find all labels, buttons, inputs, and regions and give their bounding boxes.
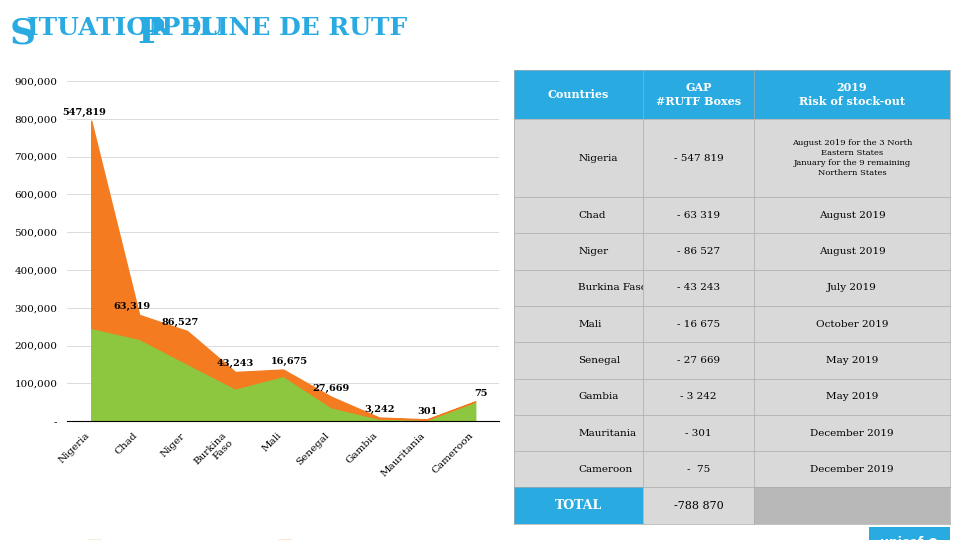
Text: S: S xyxy=(10,16,36,50)
Text: - 43 243: - 43 243 xyxy=(677,284,720,292)
Text: August 2019: August 2019 xyxy=(819,247,885,256)
Text: Burkina Faso: Burkina Faso xyxy=(578,284,647,292)
Text: 2019
Risk of stock-out: 2019 Risk of stock-out xyxy=(799,82,905,107)
Text: December 2019: December 2019 xyxy=(810,429,894,437)
Text: Mali: Mali xyxy=(578,320,602,328)
Text: unicef ●: unicef ● xyxy=(880,535,939,540)
Text: Mauritania: Mauritania xyxy=(578,429,636,437)
Text: - 3 242: - 3 242 xyxy=(680,392,717,401)
Text: - 86 527: - 86 527 xyxy=(677,247,720,256)
Text: August 2019: August 2019 xyxy=(819,211,885,220)
Text: 301: 301 xyxy=(417,407,438,416)
Text: TOTAL: TOTAL xyxy=(555,499,602,512)
Text: 547,819: 547,819 xyxy=(62,108,106,117)
Text: December 2019: December 2019 xyxy=(810,465,894,474)
Text: Nigeria: Nigeria xyxy=(578,153,618,163)
Text: 86,527: 86,527 xyxy=(161,318,199,327)
Text: GAP
#RUTF Boxes: GAP #RUTF Boxes xyxy=(656,82,741,107)
Text: Chad: Chad xyxy=(578,211,606,220)
Text: -  75: - 75 xyxy=(686,465,710,474)
Text: July 2019: July 2019 xyxy=(828,284,876,292)
Text: -788 870: -788 870 xyxy=(674,501,723,511)
Text: ITUATION DU: ITUATION DU xyxy=(27,16,231,40)
Text: - 63 319: - 63 319 xyxy=(677,211,720,220)
Text: Countries: Countries xyxy=(548,89,609,100)
Text: Niger: Niger xyxy=(578,247,609,256)
Text: 16,675: 16,675 xyxy=(271,357,307,366)
Text: 27,669: 27,669 xyxy=(313,384,349,393)
Text: May 2019: May 2019 xyxy=(826,392,878,401)
Text: - 301: - 301 xyxy=(685,429,711,437)
Text: 63,319: 63,319 xyxy=(113,302,151,311)
Text: Gambia: Gambia xyxy=(578,392,619,401)
Text: May 2019: May 2019 xyxy=(826,356,878,365)
Text: 43,243: 43,243 xyxy=(217,359,253,368)
Text: August 2019 for the 3 North
Eastern States
January for the 9 remaining
Northern : August 2019 for the 3 North Eastern Stat… xyxy=(792,139,912,177)
Text: 3,242: 3,242 xyxy=(364,404,395,414)
Text: October 2019: October 2019 xyxy=(816,320,888,328)
Text: 75: 75 xyxy=(474,389,488,398)
Text: - 547 819: - 547 819 xyxy=(674,153,723,163)
Text: Senegal: Senegal xyxy=(578,356,621,365)
Text: IPELINE DE RUTF: IPELINE DE RUTF xyxy=(150,16,407,40)
Legend: 2019 # RUTF Boxes secured, 2019 # RUTF Boxes still needed: 2019 # RUTF Boxes secured, 2019 # RUTF B… xyxy=(83,536,484,540)
Text: P: P xyxy=(137,16,164,50)
Text: Cameroon: Cameroon xyxy=(578,465,633,474)
Text: - 27 669: - 27 669 xyxy=(677,356,720,365)
Text: - 16 675: - 16 675 xyxy=(677,320,720,328)
